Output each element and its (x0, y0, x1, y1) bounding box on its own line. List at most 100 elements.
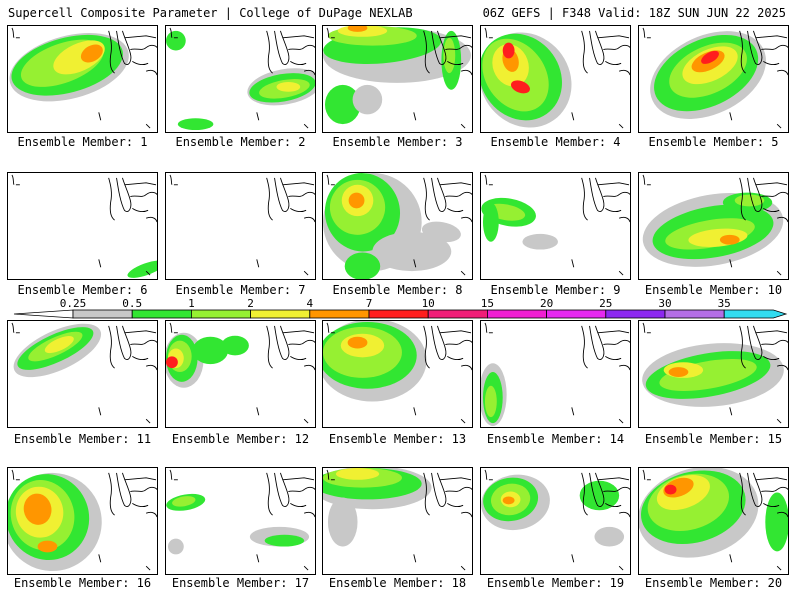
member-label: Ensemble Member: 11 (13, 432, 152, 446)
coastline (304, 216, 315, 223)
coastline (603, 339, 630, 345)
coastline (413, 259, 417, 268)
coastline (619, 216, 630, 223)
coastline (146, 69, 157, 76)
coastline (423, 30, 430, 74)
coastline (747, 177, 763, 212)
member-label: Ensemble Member: 15 (644, 432, 783, 446)
coastline (619, 364, 630, 371)
coastline (445, 486, 472, 492)
member-label: Ensemble Member: 5 (648, 135, 779, 149)
coastline (116, 177, 132, 212)
coastline (326, 27, 330, 38)
coastline (146, 511, 157, 518)
coastline (146, 364, 157, 371)
map-panel-member-14 (480, 320, 631, 428)
coastline (642, 322, 646, 333)
coastline (288, 486, 315, 492)
map-panel-member-12 (165, 320, 316, 428)
coastline (98, 407, 102, 416)
coastline (777, 364, 788, 371)
coastline (776, 123, 782, 129)
coastline (777, 69, 788, 76)
map-panel-member-1 (7, 25, 158, 133)
coastline (169, 27, 173, 38)
coastline (461, 69, 472, 76)
scp-contour-fill (664, 484, 677, 495)
member-label: Ensemble Member: 7 (175, 283, 306, 297)
scp-map (323, 173, 472, 279)
coastline (571, 112, 575, 121)
coastline (589, 177, 605, 212)
member-label: Ensemble Member: 13 (328, 432, 467, 446)
coastline (124, 330, 157, 334)
coastline (116, 30, 132, 65)
colorbar-swatch (427, 309, 488, 319)
member-label: Ensemble Member: 4 (490, 135, 621, 149)
coastline (461, 511, 472, 518)
coastline (589, 30, 605, 65)
coastline (581, 472, 588, 516)
coastline (739, 177, 746, 221)
coastline (98, 259, 102, 268)
coastline (484, 322, 488, 333)
coastline (461, 216, 472, 223)
coastline (445, 44, 472, 50)
member-label: Ensemble Member: 20 (644, 576, 783, 590)
coastline (11, 322, 15, 333)
scp-contour-fill (482, 202, 499, 242)
map-panel-member-16 (7, 467, 158, 575)
scp-map (9, 27, 157, 129)
coastline (431, 30, 447, 65)
map-panel-member-2 (165, 25, 316, 133)
scp-contour-fill (421, 221, 461, 243)
coastline (169, 322, 173, 333)
coastline (739, 472, 746, 516)
colorbar-tick-label: 0.5 (122, 297, 142, 310)
coastline (303, 418, 309, 424)
scp-contour-fill (701, 50, 719, 64)
coastline (603, 44, 630, 50)
coastline (303, 270, 309, 276)
coastline (326, 469, 330, 480)
colorbar-swatch (190, 309, 251, 319)
coastline (619, 69, 630, 76)
coastline (132, 207, 149, 213)
map-panel-member-4 (480, 25, 631, 133)
scp-contour-fill (502, 496, 515, 505)
coastline (274, 177, 290, 212)
coastline (11, 469, 15, 480)
coastline (146, 216, 157, 223)
coastline (761, 191, 788, 197)
scp-contour-fill (347, 26, 368, 32)
coastline (124, 35, 157, 39)
coastline (763, 355, 780, 361)
coastline (761, 44, 788, 50)
colorbar-swatch (605, 309, 666, 319)
coastline (256, 407, 260, 416)
coastline (266, 30, 273, 74)
coastline (581, 177, 588, 221)
coastline (642, 174, 646, 185)
coastline (739, 30, 746, 74)
coastline (413, 407, 417, 416)
coastline (413, 112, 417, 121)
coastline (439, 330, 472, 334)
coastline (439, 182, 472, 186)
member-label: Ensemble Member: 12 (171, 432, 310, 446)
scp-map (642, 174, 788, 276)
coastline (777, 216, 788, 223)
coastline (116, 325, 132, 360)
colorbar-swatch (723, 309, 788, 319)
coastline (603, 191, 630, 197)
coastline (776, 270, 782, 276)
coastline (132, 60, 149, 66)
colorbar-swatch (250, 309, 311, 319)
coastline (619, 511, 630, 518)
coastline (763, 502, 780, 508)
scp-contour-fill (192, 336, 229, 365)
coastline (11, 174, 15, 185)
coastline (282, 330, 315, 334)
coastline (145, 418, 151, 424)
coastline (145, 565, 151, 571)
